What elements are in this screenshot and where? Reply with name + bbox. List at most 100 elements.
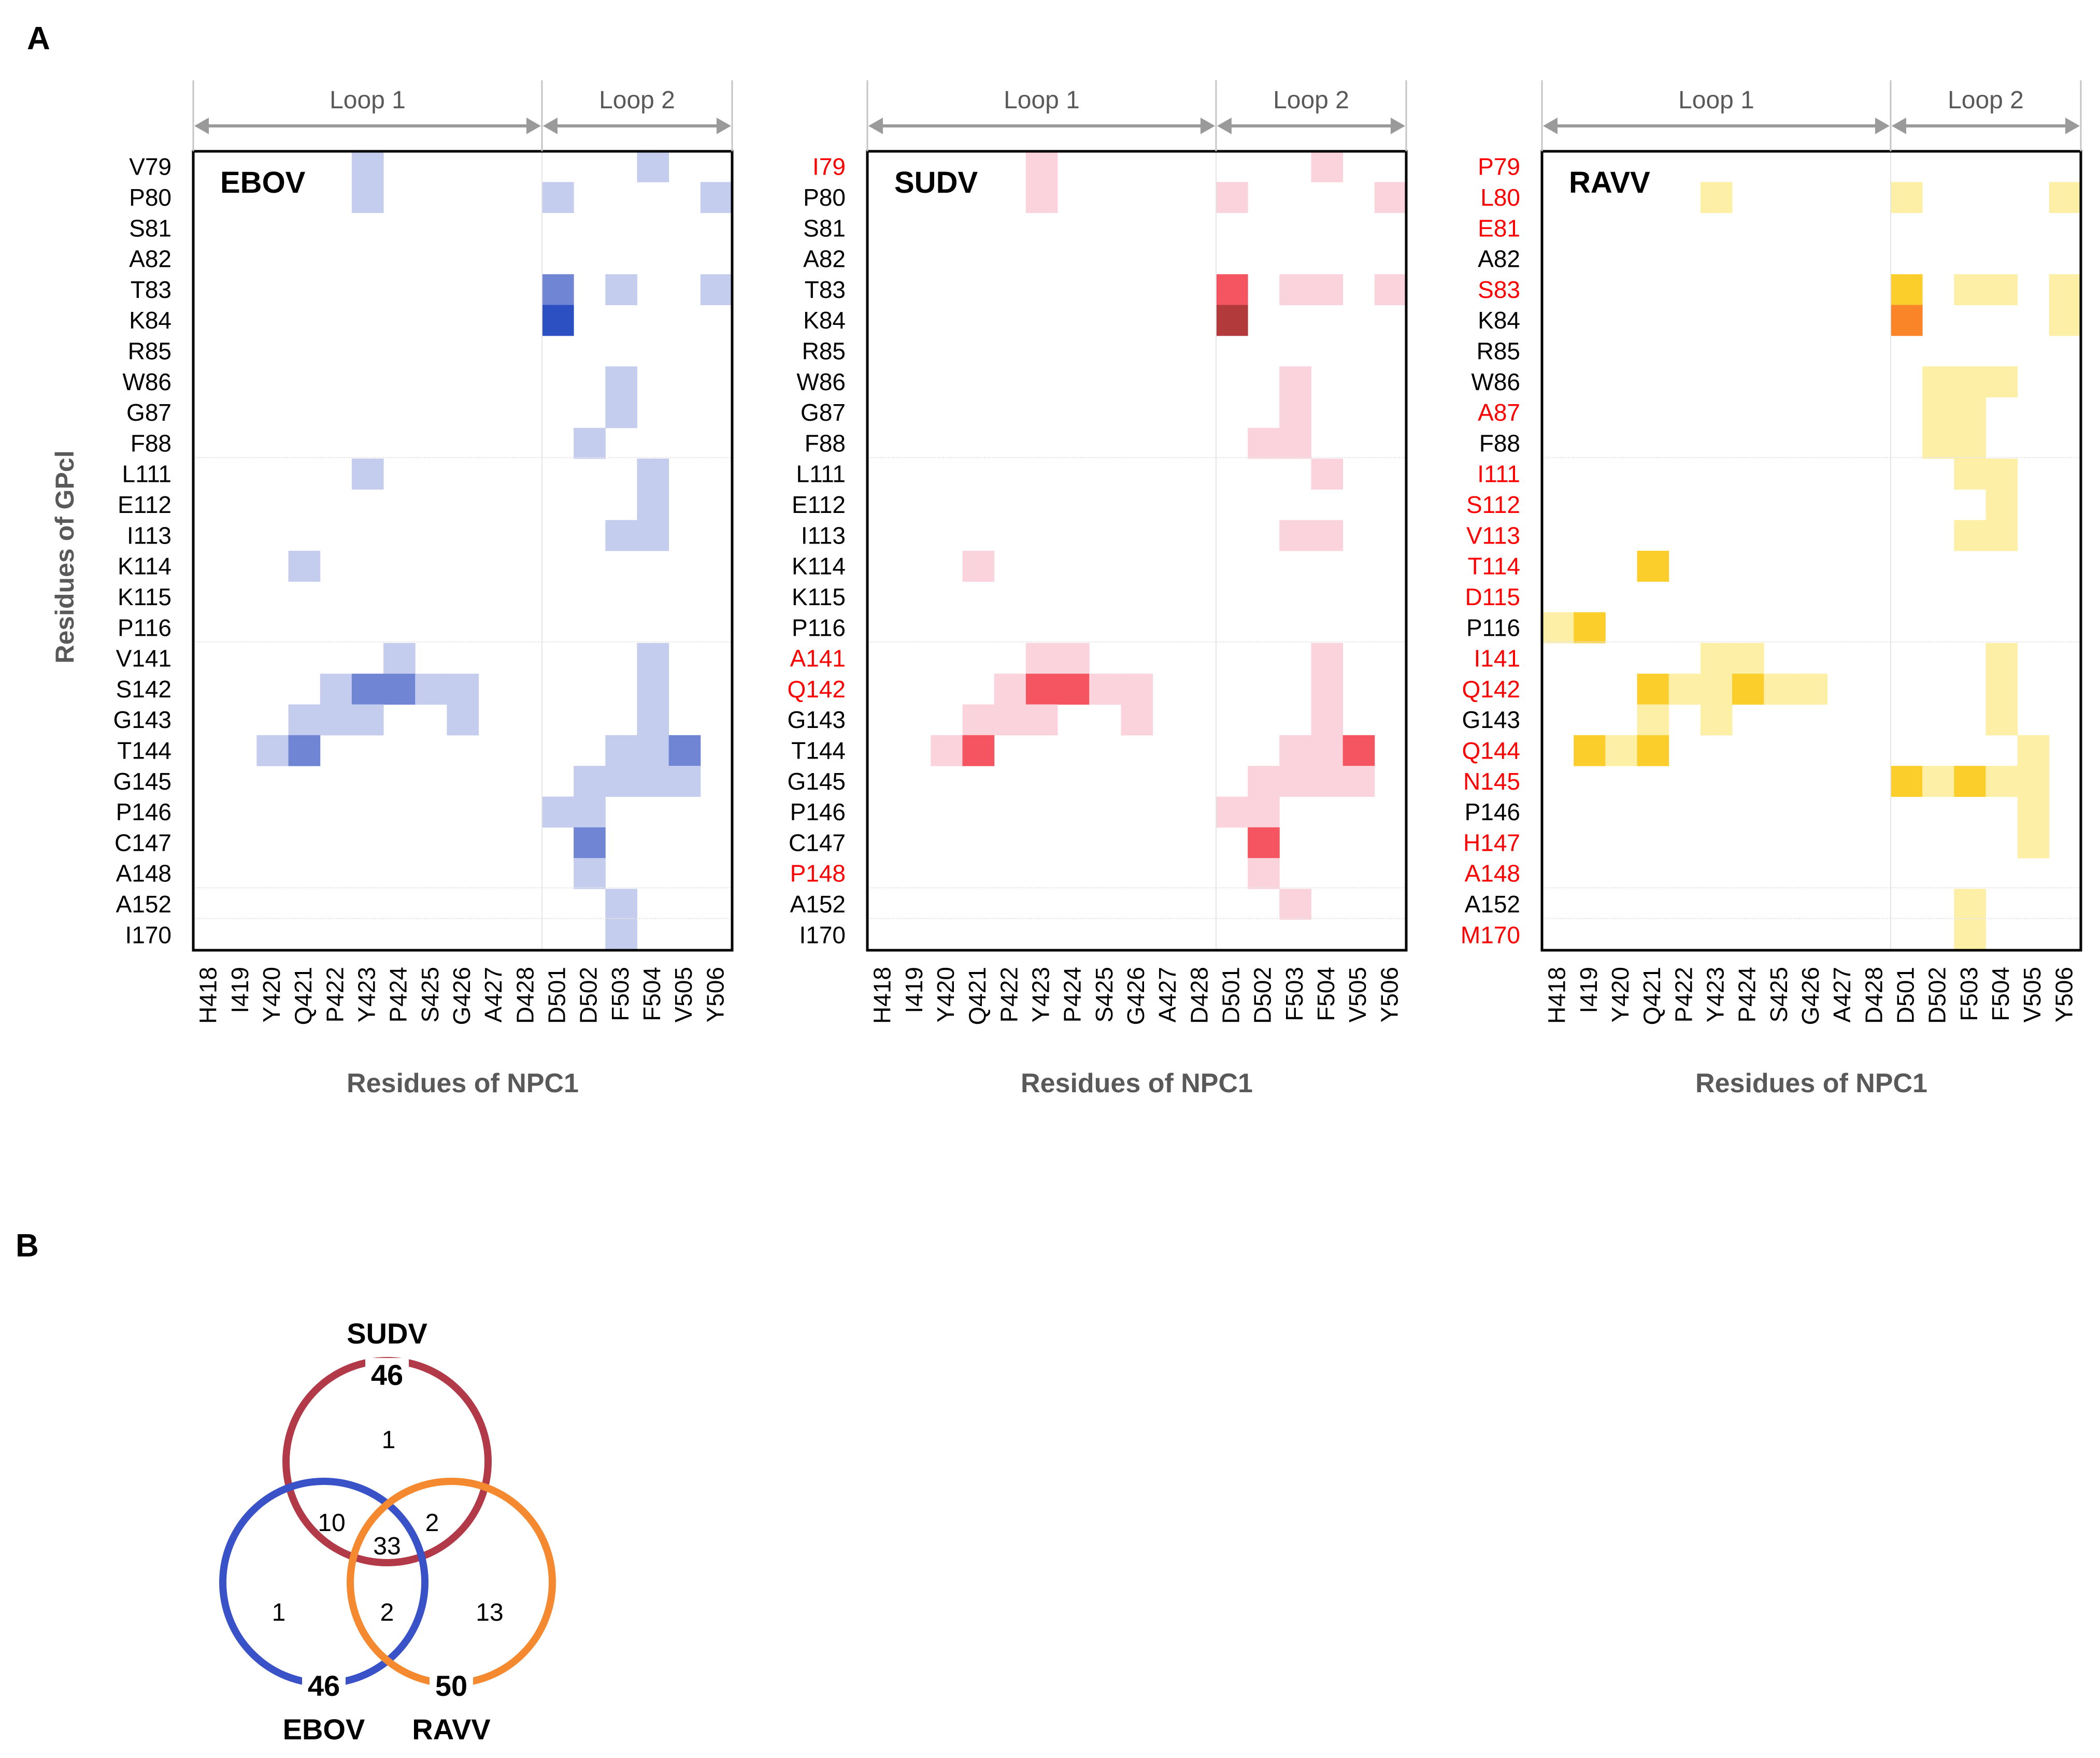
x-tick-label: D428: [511, 967, 538, 1024]
heatmap-cell: [1311, 704, 1344, 736]
y-tick-label: E112: [792, 491, 846, 518]
heatmap-cell: [1248, 827, 1280, 859]
heatmap-cell: [605, 274, 637, 306]
venn-region-all: 33: [373, 1533, 401, 1560]
chart-title: EBOV: [220, 166, 306, 199]
x-tick-label: F503: [607, 967, 634, 1021]
y-tick-label: R85: [802, 338, 846, 365]
y-tick-label: S81: [129, 215, 172, 241]
heatmap-cell: [288, 704, 321, 736]
heatmap-cell: [1216, 796, 1248, 828]
heatmap-cell: [1700, 674, 1733, 705]
loop1-label: Loop 1: [330, 87, 406, 114]
heatmap-cell: [1279, 735, 1311, 766]
x-tick-label: P424: [1734, 967, 1761, 1022]
x-axis-label: Residues of NPC1: [1021, 1068, 1253, 1098]
heatmap-cell: [605, 735, 637, 766]
heatmap-cell: [1700, 642, 1733, 674]
x-tick-label: D502: [1924, 967, 1951, 1024]
loop-arrow-head: [526, 118, 541, 134]
heatmap-cell: [605, 766, 637, 797]
heatmap-cell: [320, 704, 352, 736]
heatmap-cell: [637, 151, 669, 182]
y-tick-label: K84: [129, 307, 172, 334]
heatmap-cell: [383, 674, 416, 705]
y-tick-label: W86: [796, 368, 846, 395]
x-tick-label: D501: [1218, 967, 1245, 1024]
heatmap-cell: [1279, 766, 1311, 797]
x-tick-label: H418: [195, 967, 222, 1024]
heatmap-cell: [1985, 459, 2018, 490]
heatmap-cell: [351, 182, 384, 213]
x-tick-label: F504: [1312, 967, 1339, 1021]
y-tick-label: A141: [790, 645, 846, 672]
heatmap-cell: [1700, 182, 1733, 213]
x-tick-label: D502: [575, 967, 602, 1024]
venn-circle-ravv: [347, 1478, 556, 1687]
x-tick-label: S425: [417, 967, 444, 1022]
x-tick-label: Q421: [964, 967, 991, 1025]
x-tick-label: S425: [1091, 967, 1118, 1022]
heatmap-cell: [1985, 766, 2018, 797]
heatmap-cell: [1890, 766, 1923, 797]
y-tick-label: L111: [796, 461, 846, 488]
heatmap-cell: [1732, 674, 1764, 705]
heatmap-cell: [1954, 766, 1986, 797]
heatmap-cell: [1025, 704, 1058, 736]
heatmap-cell: [1922, 766, 1954, 797]
heatmap-cell: [1668, 674, 1701, 705]
y-tick-label: P116: [118, 614, 172, 641]
x-tick-label: F503: [1281, 967, 1308, 1021]
plot-frame: [1540, 150, 2082, 952]
heatmap-cell: [1985, 674, 2018, 705]
y-tick-label: G145: [787, 768, 846, 795]
loop2-label: Loop 2: [1273, 87, 1349, 114]
x-tick-label: D501: [544, 967, 570, 1024]
chart-title: SUDV: [894, 166, 978, 199]
heatmap-cell: [2017, 827, 2050, 859]
heatmap-cell: [541, 274, 574, 306]
x-tick-label: A427: [480, 967, 507, 1022]
heatmap-cell: [1279, 889, 1311, 920]
y-tick-label: F88: [1479, 430, 1520, 456]
heatmap-cell: [574, 766, 606, 797]
x-tick-label: P422: [321, 967, 348, 1022]
heatmap-cell: [1922, 427, 1954, 459]
y-tick-label: E81: [1478, 215, 1520, 241]
loop1-label: Loop 1: [1004, 87, 1080, 114]
heatmap-cell: [605, 889, 637, 920]
heatmap-cell: [1954, 397, 1986, 428]
heatmap-cell: [2017, 735, 2050, 766]
y-tick-label: Q142: [1462, 676, 1520, 703]
heatmap-cell: [1248, 766, 1280, 797]
heatmap-cell: [962, 551, 995, 582]
loop-arrow-head: [1875, 118, 1890, 134]
x-tick-label: H418: [1544, 967, 1570, 1024]
heatmap-cell: [2017, 796, 2050, 828]
y-tick-label: K115: [792, 583, 846, 610]
heatmap-cell: [1954, 427, 1986, 459]
loop1-label: Loop 1: [1678, 87, 1754, 114]
y-tick-label: I113: [127, 522, 172, 549]
heatmap-cell: [637, 704, 669, 736]
heatmap-cell: [1089, 674, 1121, 705]
y-tick-label: T83: [805, 276, 846, 303]
heatmap-cell: [1605, 735, 1638, 766]
y-tick-label: A82: [803, 246, 846, 273]
heatmap-cell: [1985, 704, 2018, 736]
heatmap-cell: [1637, 674, 1669, 705]
heatmap-cell: [574, 827, 606, 859]
y-tick-label: P80: [803, 184, 846, 211]
y-tick-label: A82: [129, 246, 172, 273]
x-tick-label: H418: [869, 967, 896, 1024]
heatmap-cell: [1637, 735, 1669, 766]
heatmap-cell: [1700, 704, 1733, 736]
heatmap-cell: [541, 182, 574, 213]
heatmap-cell: [605, 919, 637, 951]
heatmap-cell: [1216, 182, 1248, 213]
y-tick-label: P146: [790, 798, 846, 825]
venn-total-ravv: 50: [435, 1669, 467, 1702]
y-tick-label: T144: [117, 737, 172, 764]
y-tick-label: R85: [128, 338, 172, 365]
y-tick-label: K115: [118, 583, 172, 610]
